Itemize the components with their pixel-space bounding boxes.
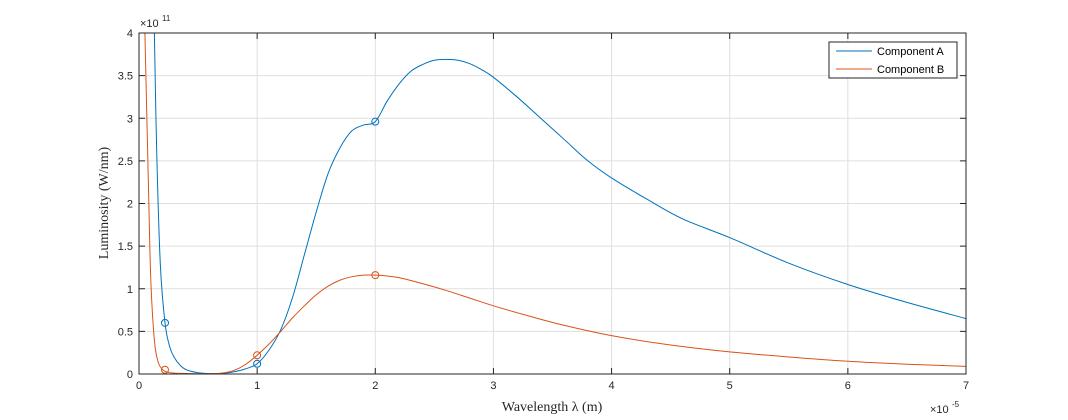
series-line-component-a xyxy=(153,33,966,374)
x-tick-label: 2 xyxy=(372,380,378,392)
y-exponent-power: 11 xyxy=(162,14,171,23)
x-tick-label: 6 xyxy=(845,380,851,392)
y-tick-label: 3 xyxy=(127,113,133,125)
x-axis-label: Wavelength λ (m) xyxy=(502,400,603,415)
series-line-component-b xyxy=(144,33,966,374)
data-point-component-a xyxy=(371,117,380,126)
x-tick-label: 4 xyxy=(609,380,615,392)
data-point-component-b xyxy=(160,365,169,374)
data-point-component-a xyxy=(253,359,262,368)
y-tick-label: 2.5 xyxy=(118,156,133,168)
x-tick-label: 3 xyxy=(490,380,496,392)
x-tick-label: 5 xyxy=(727,380,733,392)
x-tick-label: 0 xyxy=(136,380,142,392)
y-exponent-base: ×10 xyxy=(140,18,159,30)
y-tick-label: 0 xyxy=(127,369,133,381)
legend-label-component-b: Component B xyxy=(877,64,944,76)
y-axis-label: Luminosity (W/nm) xyxy=(97,146,112,259)
data-point-component-b xyxy=(371,271,380,280)
ticks: 0 1 2 3 4 5 6 7 0 0.5 1 1.5 2 2.5 3 3.5 4 xyxy=(118,28,969,392)
y-tick-label: 1.5 xyxy=(118,241,133,253)
legend: Component A Component B xyxy=(828,41,958,79)
x-exponent: ×10 -5 xyxy=(930,400,960,416)
y-tick-label: 0.5 xyxy=(118,326,133,338)
legend-box xyxy=(828,41,958,79)
x-exponent-power: -5 xyxy=(952,400,960,409)
data-point-component-b xyxy=(253,351,262,360)
x-tick-label: 1 xyxy=(254,380,260,392)
y-tick-label: 3.5 xyxy=(118,71,133,83)
series-layer xyxy=(144,33,966,374)
series-component-b xyxy=(144,33,966,374)
legend-label-component-a: Component A xyxy=(877,46,944,58)
x-tick-label: 7 xyxy=(963,380,969,392)
y-tick-label: 4 xyxy=(127,28,133,40)
y-tick-label: 1 xyxy=(127,284,133,296)
y-tick-label: 2 xyxy=(127,199,133,211)
series-component-a xyxy=(153,33,966,374)
x-exponent-base: ×10 xyxy=(930,404,949,416)
data-point-component-a xyxy=(160,318,169,327)
y-exponent: ×10 11 xyxy=(140,14,171,30)
